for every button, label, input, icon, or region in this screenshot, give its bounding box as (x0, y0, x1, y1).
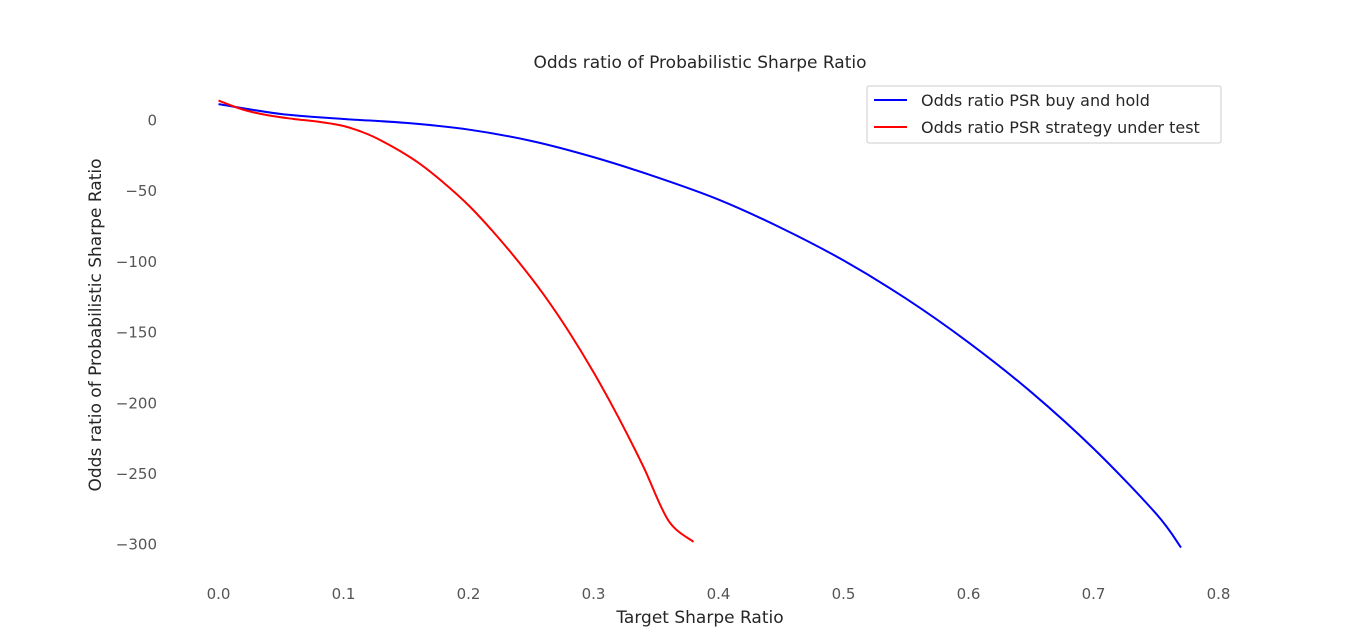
y-tick-label: −250 (116, 465, 157, 483)
y-tick-label: −50 (125, 182, 157, 200)
x-tick-label: 0.7 (1082, 585, 1106, 603)
y-tick-label: −100 (116, 253, 157, 271)
y-axis-label: Odds ratio of Probabilistic Sharpe Ratio (86, 158, 106, 491)
x-tick-label: 0.2 (457, 585, 481, 603)
x-tick-label: 0.5 (832, 585, 856, 603)
legend-label-buy-and-hold: Odds ratio PSR buy and hold (921, 91, 1150, 110)
series-layer (218, 99, 1182, 549)
x-axis-ticks: 0.0 0.1 0.2 0.3 0.4 0.5 0.6 0.7 0.8 (207, 585, 1231, 603)
x-tick-label: 0.4 (707, 585, 731, 603)
x-tick-label: 0.1 (332, 585, 356, 603)
y-tick-label: −150 (116, 324, 157, 342)
series-line-buy-and-hold (218, 103, 1182, 549)
chart-title: Odds ratio of Probabilistic Sharpe Ratio (533, 53, 866, 73)
y-tick-label: −200 (116, 394, 157, 412)
x-tick-label: 0.0 (207, 585, 231, 603)
series-line-strategy-under-test (218, 99, 695, 543)
x-tick-label: 0.3 (582, 585, 606, 603)
y-tick-label: 0 (147, 111, 157, 129)
x-tick-label: 0.8 (1207, 585, 1231, 603)
y-tick-label: −300 (116, 536, 157, 554)
x-tick-label: 0.6 (957, 585, 981, 603)
x-axis-label: Target Sharpe Ratio (615, 608, 783, 628)
y-axis-ticks: 0 −50 −100 −150 −200 −250 −300 (116, 111, 157, 553)
legend-label-strategy-under-test: Odds ratio PSR strategy under test (921, 118, 1200, 137)
legend-frame (866, 85, 1222, 144)
legend: Odds ratio PSR buy and hold Odds ratio P… (866, 85, 1222, 144)
